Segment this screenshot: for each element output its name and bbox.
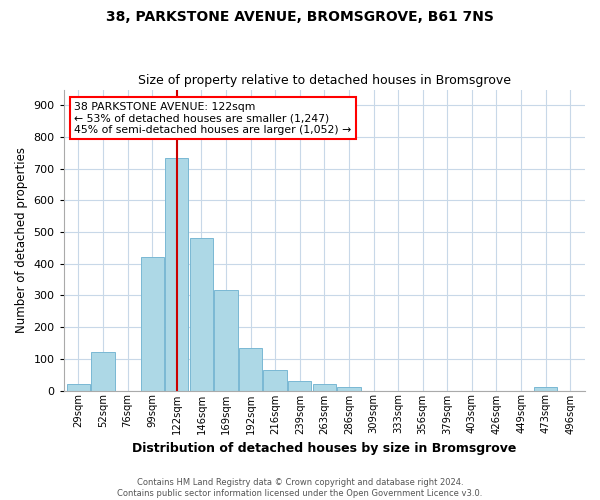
Text: 38, PARKSTONE AVENUE, BROMSGROVE, B61 7NS: 38, PARKSTONE AVENUE, BROMSGROVE, B61 7N… (106, 10, 494, 24)
Text: Contains HM Land Registry data © Crown copyright and database right 2024.
Contai: Contains HM Land Registry data © Crown c… (118, 478, 482, 498)
Bar (337, 388, 361, 390)
Bar (140, 258, 164, 390)
Bar (534, 388, 557, 390)
Y-axis label: Number of detached properties: Number of detached properties (15, 147, 28, 333)
Bar (239, 348, 262, 391)
Bar (67, 384, 90, 390)
Text: 38 PARKSTONE AVENUE: 122sqm
← 53% of detached houses are smaller (1,247)
45% of : 38 PARKSTONE AVENUE: 122sqm ← 53% of det… (74, 102, 352, 135)
Bar (190, 238, 213, 390)
Bar (313, 384, 336, 390)
Bar (91, 352, 115, 391)
Bar (165, 158, 188, 390)
Bar (263, 370, 287, 390)
Bar (288, 381, 311, 390)
Title: Size of property relative to detached houses in Bromsgrove: Size of property relative to detached ho… (138, 74, 511, 87)
X-axis label: Distribution of detached houses by size in Bromsgrove: Distribution of detached houses by size … (132, 442, 517, 455)
Bar (214, 290, 238, 390)
